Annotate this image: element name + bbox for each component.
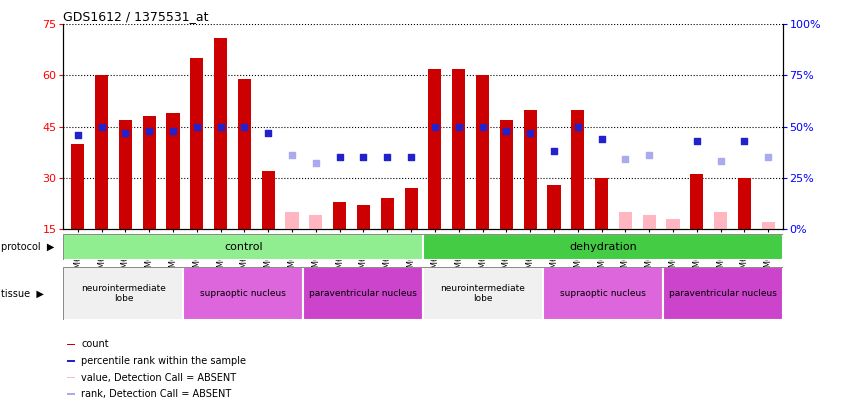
Bar: [303, 267, 423, 320]
Bar: [667, 219, 679, 229]
Bar: [423, 234, 783, 260]
Text: dehydration: dehydration: [569, 242, 637, 252]
Text: supraoptic nucleus: supraoptic nucleus: [560, 289, 645, 298]
Point: [761, 154, 775, 160]
Bar: [63, 234, 423, 260]
Bar: [618, 212, 632, 229]
Text: rank, Detection Call = ABSENT: rank, Detection Call = ABSENT: [81, 389, 232, 399]
Text: GDS1612 / 1375531_at: GDS1612 / 1375531_at: [63, 10, 209, 23]
Point: [309, 160, 322, 166]
Point: [642, 152, 656, 158]
Text: paraventricular nucleus: paraventricular nucleus: [309, 289, 417, 298]
Bar: [71, 144, 85, 229]
Bar: [261, 171, 275, 229]
Point: [571, 123, 585, 130]
Text: neurointermediate
lobe: neurointermediate lobe: [441, 284, 525, 303]
Text: tissue  ▶: tissue ▶: [1, 289, 44, 298]
Text: control: control: [224, 242, 262, 252]
Point: [500, 128, 514, 134]
Point: [690, 138, 704, 144]
Point: [714, 158, 728, 164]
Bar: [643, 215, 656, 229]
Bar: [738, 178, 751, 229]
Bar: [310, 215, 322, 229]
Point: [618, 156, 632, 162]
Bar: [500, 120, 513, 229]
Bar: [167, 113, 179, 229]
Bar: [67, 393, 74, 395]
Bar: [381, 198, 394, 229]
Bar: [404, 188, 418, 229]
Point: [118, 130, 132, 136]
Text: value, Detection Call = ABSENT: value, Detection Call = ABSENT: [81, 373, 237, 383]
Bar: [476, 75, 489, 229]
Bar: [67, 360, 74, 362]
Bar: [285, 212, 299, 229]
Point: [190, 123, 204, 130]
Bar: [63, 267, 184, 320]
Bar: [190, 58, 203, 229]
Point: [547, 148, 561, 154]
Bar: [714, 212, 728, 229]
Bar: [524, 109, 536, 229]
Point: [238, 123, 251, 130]
Point: [595, 136, 608, 142]
Point: [404, 154, 418, 160]
Point: [357, 154, 371, 160]
Bar: [547, 185, 561, 229]
Bar: [184, 267, 303, 320]
Bar: [595, 178, 608, 229]
Bar: [143, 116, 156, 229]
Bar: [238, 79, 251, 229]
Point: [738, 138, 751, 144]
Bar: [543, 267, 662, 320]
Bar: [662, 267, 783, 320]
Bar: [214, 38, 228, 229]
Bar: [571, 109, 585, 229]
Text: supraoptic nucleus: supraoptic nucleus: [201, 289, 286, 298]
Bar: [67, 377, 74, 378]
Bar: [452, 68, 465, 229]
Point: [142, 128, 156, 134]
Text: count: count: [81, 339, 109, 350]
Text: paraventricular nucleus: paraventricular nucleus: [668, 289, 777, 298]
Bar: [333, 202, 346, 229]
Bar: [357, 205, 370, 229]
Bar: [690, 174, 703, 229]
Bar: [95, 75, 108, 229]
Point: [285, 152, 299, 158]
Point: [261, 130, 275, 136]
Point: [71, 132, 85, 138]
Bar: [118, 120, 132, 229]
Bar: [428, 68, 442, 229]
Point: [524, 130, 537, 136]
Bar: [761, 222, 775, 229]
Point: [381, 154, 394, 160]
Point: [214, 123, 228, 130]
Point: [452, 123, 465, 130]
Point: [332, 154, 346, 160]
Text: neurointermediate
lobe: neurointermediate lobe: [81, 284, 166, 303]
Point: [166, 128, 179, 134]
Point: [95, 123, 108, 130]
Point: [475, 123, 489, 130]
Point: [428, 123, 442, 130]
Bar: [67, 344, 74, 345]
Bar: [423, 267, 543, 320]
Text: protocol  ▶: protocol ▶: [1, 242, 54, 252]
Text: percentile rank within the sample: percentile rank within the sample: [81, 356, 246, 366]
